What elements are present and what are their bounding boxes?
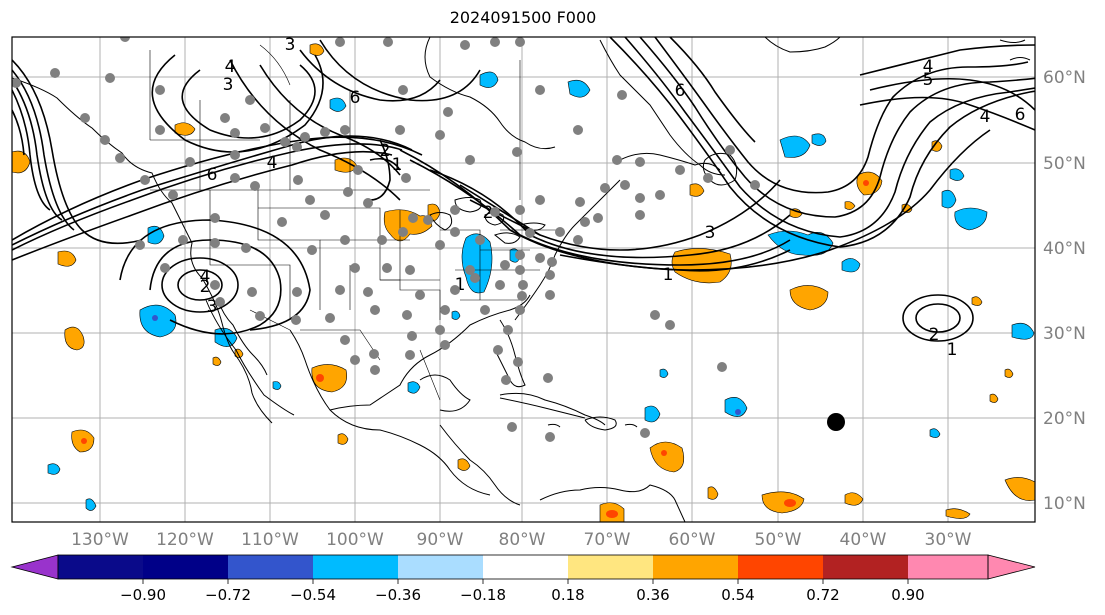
contour-label: 6: [207, 165, 218, 185]
colorbar-tick-label: 0.36: [636, 586, 669, 604]
contour-label: 2: [929, 325, 940, 345]
map-background: [12, 37, 1035, 522]
lat-label: 40°N: [1043, 239, 1086, 259]
map-border: [11, 36, 1036, 523]
contour-label: 3: [285, 35, 296, 55]
lon-label: 40°W: [840, 530, 887, 550]
colorbar-segment: [398, 555, 483, 579]
colorbar-segment: [143, 555, 228, 579]
colorbar-tick-label: −0.18: [460, 586, 506, 604]
longitude-labels: 130°W 120°W 110°W 100°W 90°W 80°W 70°W 6…: [71, 530, 972, 550]
contour-label: 6: [675, 81, 686, 101]
contour-label: 3: [705, 223, 716, 243]
contour-label: 1: [455, 275, 466, 295]
contour-label: 4: [980, 107, 991, 127]
colorbar-low-extend: [10, 554, 59, 580]
anomaly-cores: [81, 180, 869, 518]
map-title: 2024091500 F000: [449, 8, 597, 27]
contour-lines: [12, 37, 1035, 342]
contour-label: 4: [200, 267, 211, 287]
lon-label: 110°W: [241, 530, 299, 550]
contour-label: 2: [380, 141, 391, 161]
gridlines: [12, 37, 1035, 522]
lat-label: 30°N: [1043, 324, 1086, 344]
station-dots: [12, 37, 760, 442]
storm-marker: [827, 413, 845, 431]
contour-label: 2: [483, 203, 494, 223]
contour-label: 4: [225, 57, 236, 77]
lon-label: 90°W: [417, 530, 464, 550]
contour-label: 3: [223, 75, 234, 95]
colorbar-segment: [313, 555, 398, 579]
colorbar-segment: [483, 555, 568, 579]
contour-label: 4: [267, 153, 278, 173]
lon-label: 80°W: [499, 530, 546, 550]
lat-label: 60°N: [1043, 68, 1086, 88]
contour-label: 1: [392, 155, 403, 175]
lon-label: 60°W: [669, 530, 716, 550]
colorbar-tick-label: 0.90: [891, 586, 924, 604]
colorbar-segment: [568, 555, 653, 579]
lat-label: 10°N: [1043, 494, 1086, 514]
contour-label: 6: [350, 88, 361, 108]
colorbar: −0.90 −0.72 −0.54 −0.36 −0.18 0.18 0.36 …: [10, 554, 1036, 604]
colorbar-tick-label: −0.36: [375, 586, 421, 604]
lat-label: 50°N: [1043, 154, 1086, 174]
latitude-labels: 60°N 50°N 40°N 30°N 20°N 10°N: [1043, 68, 1086, 514]
colorbar-segment: [738, 555, 823, 579]
lon-label: 130°W: [71, 530, 129, 550]
contour-label: 3: [207, 297, 218, 317]
contour-label: 4: [923, 57, 934, 77]
lat-label: 20°N: [1043, 409, 1086, 429]
contour-label: 5: [923, 70, 934, 90]
contour-labels: 1 2 3 4 5 6 1 2 3 4 3 6 3 4 4 6 2 1 4 6: [200, 35, 1026, 360]
lon-label: 100°W: [326, 530, 384, 550]
lon-label: 70°W: [584, 530, 631, 550]
colorbar-tick-label: −0.90: [120, 586, 166, 604]
contour-label: 6: [1015, 105, 1026, 125]
colorbar-tick-label: 0.72: [806, 586, 839, 604]
colorbar-tick-label: 0.18: [551, 586, 584, 604]
negative-anomaly-patches: [47, 71, 1035, 511]
lon-label: 120°W: [156, 530, 214, 550]
lon-label: 30°W: [925, 530, 972, 550]
lon-label: 50°W: [755, 530, 802, 550]
colorbar-segment: [908, 555, 988, 579]
colorbar-tick-label: 0.54: [721, 586, 754, 604]
colorbar-tick-label: −0.54: [290, 586, 336, 604]
contour-label: 1: [663, 265, 674, 285]
colorbar-segment: [823, 555, 908, 579]
colorbar-segment: [228, 555, 313, 579]
colorbar-tick-label: −0.72: [205, 586, 251, 604]
contour-label: 2: [200, 277, 211, 297]
contour-label: 1: [947, 340, 958, 360]
colorbar-segment: [58, 555, 143, 579]
colorbar-segment: [653, 555, 738, 579]
colorbar-high-extend: [987, 554, 1036, 580]
